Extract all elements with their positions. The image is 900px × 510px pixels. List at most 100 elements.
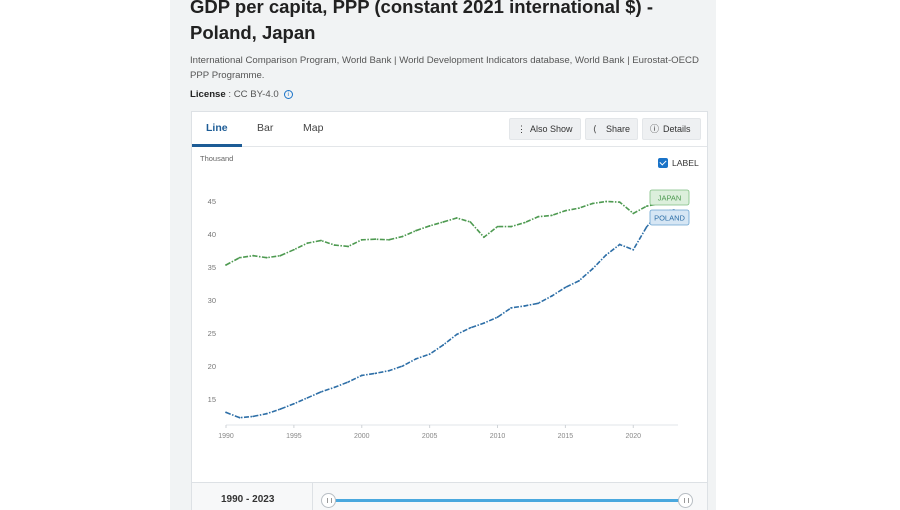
poland-data-point xyxy=(510,307,512,309)
label-checkbox-text: LABEL xyxy=(672,158,699,168)
japan-data-point xyxy=(550,214,553,217)
page: GDP per capita, PPP (constant 2021 inter… xyxy=(170,0,716,510)
japan-data-point xyxy=(442,221,445,223)
japan-data-point xyxy=(564,209,567,212)
poland-data-point xyxy=(238,416,241,419)
japan-data-point xyxy=(374,238,377,241)
japan-data-point xyxy=(401,235,404,238)
poland-data-point xyxy=(591,268,594,270)
poland-data-point xyxy=(564,286,567,289)
japan-data-point xyxy=(428,225,431,227)
poland-data-point xyxy=(483,322,485,325)
share-button[interactable]: ⟨ Share xyxy=(585,118,638,140)
info-icon[interactable]: i xyxy=(283,90,293,99)
y-tick-label: 15 xyxy=(208,395,216,404)
japan-data-point xyxy=(238,256,241,259)
japan-data-point xyxy=(388,238,390,241)
poland-data-point xyxy=(632,248,635,251)
japan-data-point xyxy=(279,254,282,257)
tab-line[interactable]: Line xyxy=(206,122,228,134)
poland-data-point xyxy=(469,326,472,329)
label-checkbox[interactable] xyxy=(658,158,668,168)
poland-data-point xyxy=(523,305,526,307)
japan-label-box xyxy=(649,189,690,206)
japan-data-point xyxy=(578,207,580,209)
chart-tabs: Line Bar Map ⋮ Also Show ⟨ Share ⓘ Details xyxy=(192,112,707,147)
poland-data-point xyxy=(347,381,350,383)
share-icon: ⟨ xyxy=(593,124,597,134)
japan-data-point xyxy=(415,229,417,232)
range-start-handle[interactable] xyxy=(321,493,336,508)
poland-data-point xyxy=(578,279,580,282)
y-axis-title: Thousand xyxy=(200,154,234,163)
share-label: Share xyxy=(606,124,631,134)
japan-data-point xyxy=(496,225,499,228)
source-text: International Comparison Program, World … xyxy=(190,55,699,81)
poland-series-label: POLAND xyxy=(654,214,685,223)
tab-bar[interactable]: Bar xyxy=(257,122,274,134)
japan-data-point xyxy=(632,212,635,215)
japan-data-point xyxy=(292,248,295,251)
poland-data-point xyxy=(374,372,377,375)
japan-data-point xyxy=(510,225,512,228)
active-tab-indicator xyxy=(192,144,242,147)
details-button[interactable]: ⓘ Details xyxy=(642,118,701,140)
japan-data-point xyxy=(320,239,322,242)
japan-series-line xyxy=(225,200,675,266)
japan-data-point xyxy=(469,221,472,223)
japan-data-point xyxy=(645,205,648,208)
range-end-handle[interactable] xyxy=(678,493,693,508)
details-label: Details xyxy=(663,124,691,134)
poland-data-point xyxy=(401,365,404,368)
more-vertical-icon: ⋮ xyxy=(517,124,526,134)
japan-data-point xyxy=(252,254,255,257)
japan-data-point xyxy=(618,201,621,204)
japan-data-point xyxy=(225,264,227,266)
range-label: 1990 - 2023 xyxy=(221,494,275,505)
poland-data-point xyxy=(550,295,553,297)
x-tick-label: 2015 xyxy=(558,433,574,440)
y-tick-label: 25 xyxy=(208,329,216,338)
range-slider-track[interactable] xyxy=(329,499,686,502)
info-circle-icon: ⓘ xyxy=(650,124,660,134)
poland-data-point xyxy=(428,353,431,356)
y-tick-label: 20 xyxy=(208,362,216,371)
japan-data-point xyxy=(360,238,363,241)
y-tick-label: 45 xyxy=(208,197,216,206)
japan-data-point xyxy=(333,244,336,247)
japan-data-point xyxy=(537,215,540,218)
poland-data-point xyxy=(645,225,648,228)
poland-data-point xyxy=(292,402,295,405)
range-divider xyxy=(312,483,313,510)
japan-data-point xyxy=(455,217,458,219)
japan-data-point xyxy=(483,236,485,239)
tab-map[interactable]: Map xyxy=(303,122,324,134)
japan-data-point xyxy=(347,245,350,248)
y-tick-label: 35 xyxy=(208,263,216,272)
range-bar: 1990 - 2023 xyxy=(191,483,708,510)
poland-series-line xyxy=(225,209,675,419)
x-tick-label: 1995 xyxy=(286,433,302,440)
poland-data-point xyxy=(455,333,458,336)
poland-data-point xyxy=(225,411,227,414)
poland-data-point xyxy=(388,369,390,372)
line-chart: 15 20 25 30 35 40 45 1990 1995 2000 2005 2010 2015 20… xyxy=(208,189,690,440)
poland-data-point xyxy=(306,396,309,399)
japan-data-point xyxy=(605,200,608,203)
poland-data-point xyxy=(333,386,336,389)
also-show-button[interactable]: ⋮ Also Show xyxy=(509,118,581,140)
japan-data-point xyxy=(523,221,526,224)
poland-data-point xyxy=(415,357,417,360)
chart-card: Line Bar Map ⋮ Also Show ⟨ Share ⓘ Details … xyxy=(191,111,708,483)
x-tick-label: 2010 xyxy=(490,433,506,440)
japan-data-point xyxy=(265,256,268,259)
japan-series-label: JAPAN xyxy=(658,194,682,203)
poland-data-point xyxy=(320,390,322,393)
poland-data-point xyxy=(496,316,499,319)
poland-data-point xyxy=(252,415,255,418)
japan-data-point xyxy=(306,242,309,245)
license-value: : CC BY-4.0 xyxy=(228,89,279,100)
license-label: License xyxy=(190,89,226,100)
also-show-label: Also Show xyxy=(530,124,573,134)
license-line: License : CC BY-4.0 i xyxy=(190,89,293,100)
